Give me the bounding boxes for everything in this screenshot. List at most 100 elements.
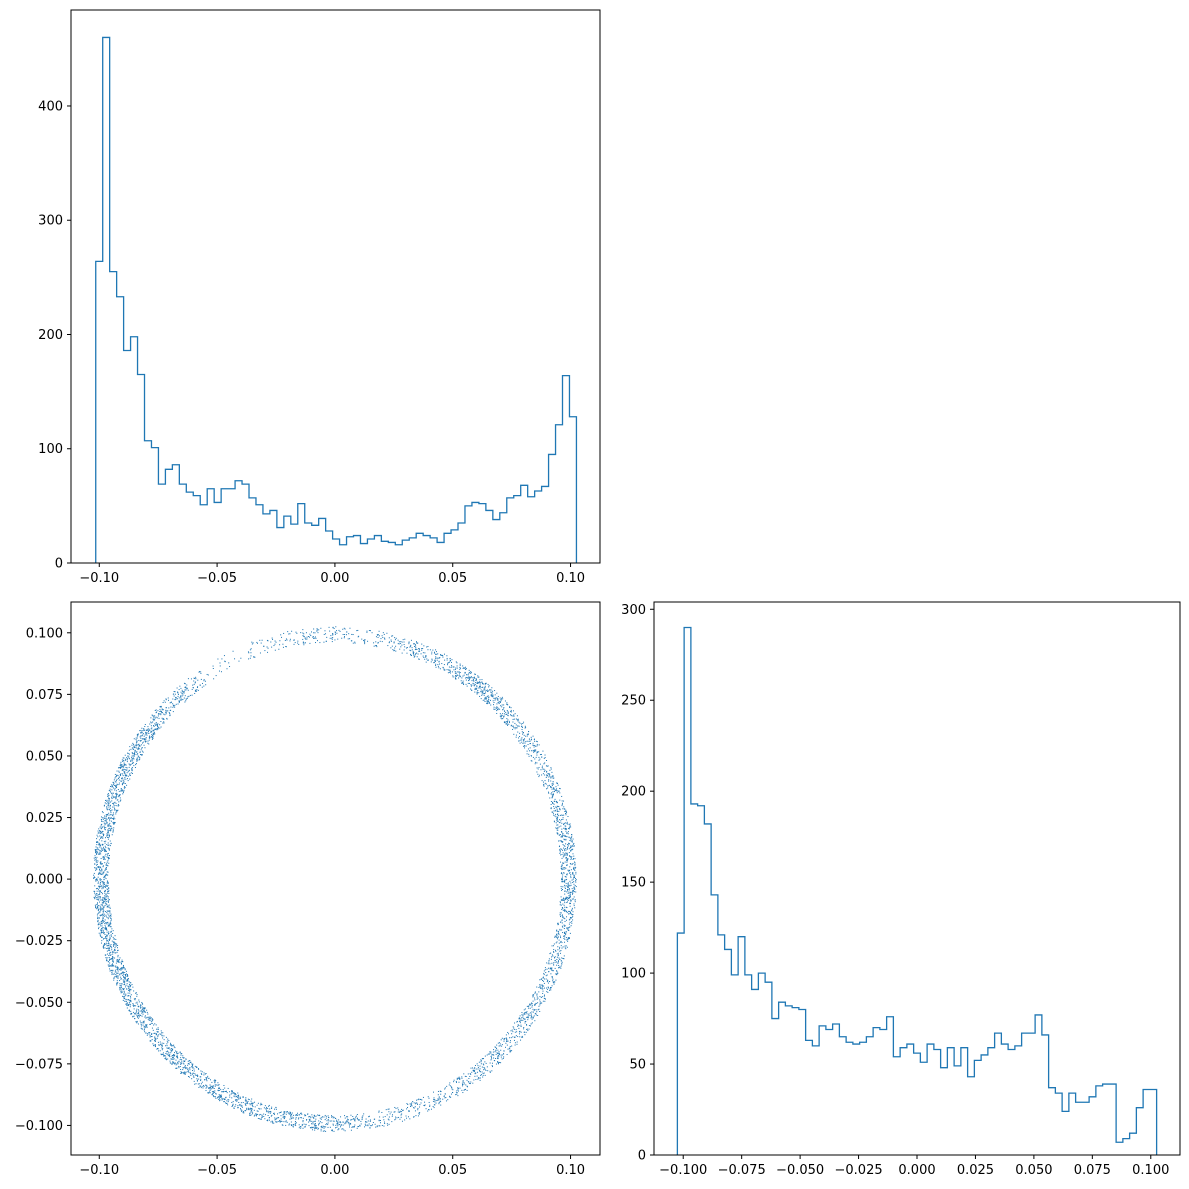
scatter-xy-point — [205, 1084, 207, 1086]
scatter-xy-point — [110, 810, 112, 812]
scatter-xy-point — [534, 749, 536, 751]
scatter-xy-point — [159, 1043, 161, 1045]
scatter-xy-point — [539, 1002, 541, 1004]
scatter-xy-point — [465, 677, 467, 679]
scatter-xy-point — [184, 1061, 186, 1063]
scatter-xy-point — [106, 938, 108, 940]
scatter-xy-point — [295, 1115, 297, 1117]
scatter-xy-point — [106, 863, 108, 865]
scatter-xy-point — [475, 1072, 477, 1074]
scatter-xy-point — [208, 1092, 210, 1094]
scatter-xy-point — [316, 640, 318, 642]
scatter-xy-point — [151, 730, 153, 732]
scatter-xy-point — [183, 692, 185, 694]
scatter-xy-point — [556, 938, 558, 940]
scatter-xy-point — [283, 1117, 285, 1119]
scatter-xy-point — [389, 1113, 391, 1115]
scatter-xy-point — [311, 1129, 313, 1131]
scatter-xy-point — [128, 999, 130, 1001]
scatter-xy-point — [358, 1126, 360, 1128]
scatter-xy-point — [563, 834, 565, 836]
scatter-xy-point — [555, 809, 557, 811]
scatter-xy-point — [475, 687, 477, 689]
scatter-xy-point — [550, 777, 552, 779]
scatter-xy-point — [531, 1006, 533, 1008]
scatter-xy-point — [498, 1042, 500, 1044]
scatter-xy-point — [503, 1038, 505, 1040]
scatter-xy-point — [107, 844, 109, 846]
scatter-xy-point — [120, 764, 122, 766]
scatter-xy-point — [122, 966, 124, 968]
scatter-xy-point — [521, 1017, 523, 1019]
scatter-xy-point — [546, 775, 548, 777]
scatter-xy-point — [101, 927, 103, 929]
scatter-xy-point — [268, 1105, 270, 1107]
scatter-xy-point — [192, 1067, 194, 1069]
scatter-xy-point — [281, 1124, 283, 1126]
scatter-xy-point — [142, 1008, 144, 1010]
scatter-xy-point — [543, 995, 545, 997]
scatter-xy-point — [149, 1023, 151, 1025]
scatter-xy-point — [104, 850, 106, 852]
scatter-xy-point — [539, 996, 541, 998]
scatter-xy-point — [336, 632, 338, 634]
scatter-xy-point — [574, 862, 576, 864]
scatter-xy-point — [220, 671, 222, 673]
scatter-xy-point — [560, 885, 562, 887]
scatter-xy-point — [517, 1020, 519, 1022]
scatter-xy-point — [565, 828, 567, 830]
scatter-xy-point — [112, 965, 114, 967]
scatter-xy-point — [124, 976, 126, 978]
scatter-xy-point — [529, 1015, 531, 1017]
scatter-xy-point — [103, 848, 105, 850]
scatter-xy-point — [159, 1041, 161, 1043]
scatter-xy-point — [108, 794, 110, 796]
scatter-xy-point — [151, 1022, 153, 1024]
scatter-xy-point — [143, 738, 145, 740]
scatter-xy-point — [309, 1119, 311, 1121]
scatter-xy-point — [393, 641, 395, 643]
scatter-xy-point — [415, 641, 417, 643]
scatter-xy-point — [555, 979, 557, 981]
scatter-xy-point — [107, 801, 109, 803]
scatter-xy-point — [187, 696, 189, 698]
scatter-xy-point — [300, 1117, 302, 1119]
scatter-xy-point — [448, 666, 450, 668]
scatter-xy-point — [131, 769, 133, 771]
scatter-xy-point — [491, 695, 493, 697]
scatter-xy-point — [413, 645, 415, 647]
scatter-xy-point — [470, 677, 472, 679]
scatter-xy-point — [106, 799, 108, 801]
scatter-xy-point — [337, 1125, 339, 1127]
scatter-xy-point — [235, 1094, 237, 1096]
scatter-xy-point — [563, 899, 565, 901]
scatter-xy-point — [116, 787, 118, 789]
scatter-xy-point — [108, 904, 110, 906]
scatter-xy-point — [135, 744, 137, 746]
scatter-xy-point — [112, 964, 114, 966]
scatter-xy-point — [505, 1046, 506, 1048]
scatter-xy-point — [244, 1110, 246, 1112]
scatter-xy-point — [400, 641, 402, 643]
scatter-xy-point — [487, 1053, 489, 1055]
scatter-xy-point — [502, 698, 504, 700]
scatter-xy-point — [97, 928, 99, 930]
scatter-xy-point — [563, 909, 565, 911]
scatter-xy-point — [543, 997, 545, 999]
scatter-xy-point — [527, 748, 529, 750]
scatter-xy-point — [358, 635, 360, 637]
scatter-xy-point — [166, 710, 168, 712]
scatter-xy-point — [147, 1018, 149, 1020]
scatter-xy-point — [109, 947, 111, 949]
scatter-xy-point — [334, 632, 336, 634]
scatter-xy-point — [572, 878, 574, 880]
scatter-xy-point — [575, 866, 577, 868]
scatter-xy-point — [469, 1073, 471, 1075]
scatter-xy-point — [377, 636, 379, 638]
scatter-xy-point — [146, 728, 148, 730]
scatter-xy-point — [496, 709, 498, 711]
scatter-xy-point — [297, 640, 299, 642]
scatter-xy-point — [108, 799, 110, 801]
scatter-xy-point — [369, 1127, 371, 1129]
